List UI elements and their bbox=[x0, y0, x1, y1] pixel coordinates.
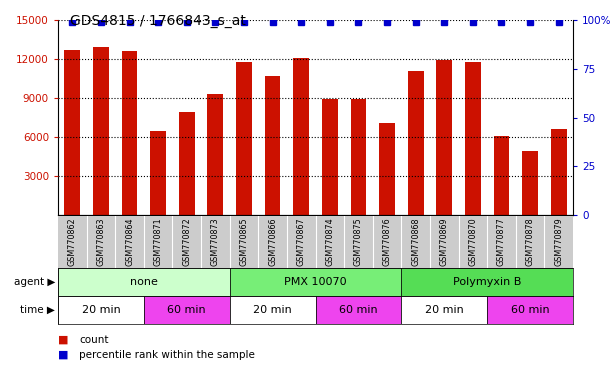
Text: PMX 10070: PMX 10070 bbox=[284, 277, 347, 287]
Text: 60 min: 60 min bbox=[339, 305, 378, 315]
Bar bbox=[522, 151, 538, 215]
Text: GSM770878: GSM770878 bbox=[525, 217, 535, 266]
Bar bbox=[436, 60, 452, 215]
Bar bbox=[144, 296, 230, 324]
Bar bbox=[58, 268, 230, 296]
Text: 20 min: 20 min bbox=[81, 305, 120, 315]
Text: time ▶: time ▶ bbox=[20, 305, 55, 315]
Bar bbox=[58, 296, 144, 324]
Text: ■: ■ bbox=[58, 350, 68, 360]
Bar bbox=[401, 296, 487, 324]
Bar bbox=[401, 268, 573, 296]
Bar bbox=[150, 131, 166, 215]
Text: GSM770866: GSM770866 bbox=[268, 217, 277, 266]
Text: count: count bbox=[79, 335, 109, 345]
Bar bbox=[230, 296, 315, 324]
Bar bbox=[230, 268, 401, 296]
Text: 20 min: 20 min bbox=[425, 305, 464, 315]
Text: ■: ■ bbox=[58, 335, 68, 345]
Text: 60 min: 60 min bbox=[511, 305, 549, 315]
Bar bbox=[322, 99, 338, 215]
Text: GSM770876: GSM770876 bbox=[382, 217, 392, 266]
Text: GSM770870: GSM770870 bbox=[469, 217, 477, 266]
Text: GSM770872: GSM770872 bbox=[182, 217, 191, 266]
Text: GSM770877: GSM770877 bbox=[497, 217, 506, 266]
Text: GSM770873: GSM770873 bbox=[211, 217, 220, 266]
Text: Polymyxin B: Polymyxin B bbox=[453, 277, 521, 287]
Text: agent ▶: agent ▶ bbox=[13, 277, 55, 287]
Bar bbox=[64, 50, 80, 215]
Text: GSM770863: GSM770863 bbox=[97, 217, 106, 266]
Text: GSM770868: GSM770868 bbox=[411, 217, 420, 266]
Text: GSM770867: GSM770867 bbox=[297, 217, 306, 266]
Text: GSM770879: GSM770879 bbox=[554, 217, 563, 266]
Bar bbox=[494, 136, 510, 215]
Text: GSM770864: GSM770864 bbox=[125, 217, 134, 266]
Bar bbox=[179, 112, 195, 215]
Text: GSM770875: GSM770875 bbox=[354, 217, 363, 266]
Bar bbox=[93, 46, 109, 215]
Text: GSM770865: GSM770865 bbox=[240, 217, 249, 266]
Text: GDS4815 / 1766843_s_at: GDS4815 / 1766843_s_at bbox=[70, 14, 246, 28]
Bar bbox=[208, 94, 223, 215]
Text: GSM770869: GSM770869 bbox=[440, 217, 448, 266]
Bar bbox=[487, 296, 573, 324]
Bar bbox=[122, 51, 137, 215]
Text: 20 min: 20 min bbox=[253, 305, 292, 315]
Bar bbox=[236, 61, 252, 215]
Bar bbox=[465, 61, 481, 215]
Bar bbox=[551, 129, 566, 215]
Text: 60 min: 60 min bbox=[167, 305, 206, 315]
Text: GSM770871: GSM770871 bbox=[153, 217, 163, 266]
Text: GSM770862: GSM770862 bbox=[68, 217, 77, 266]
Bar bbox=[315, 296, 401, 324]
Bar bbox=[265, 76, 280, 215]
Text: none: none bbox=[130, 277, 158, 287]
Text: GSM770874: GSM770874 bbox=[325, 217, 334, 266]
Text: percentile rank within the sample: percentile rank within the sample bbox=[79, 350, 255, 360]
Bar bbox=[351, 99, 366, 215]
Bar bbox=[379, 123, 395, 215]
Bar bbox=[293, 58, 309, 215]
Bar bbox=[408, 71, 423, 215]
